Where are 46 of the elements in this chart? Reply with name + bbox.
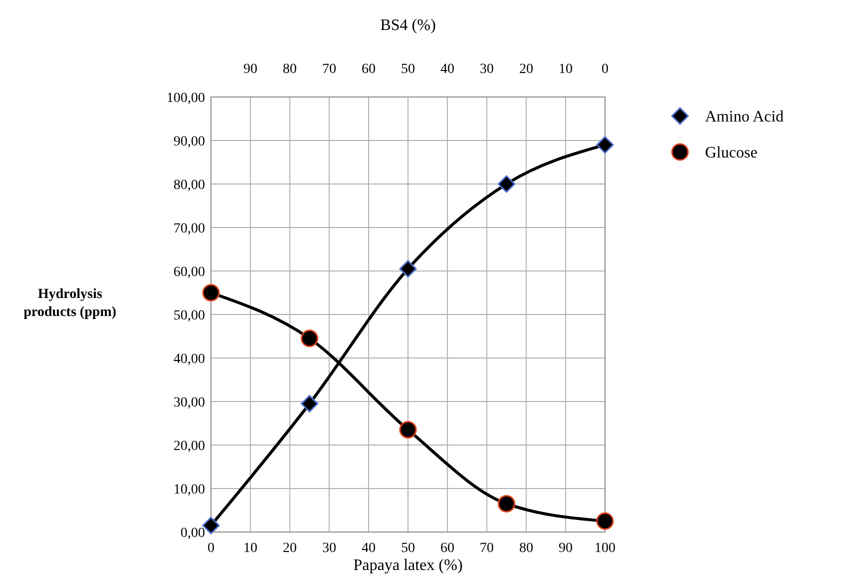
x2-tick-label: 0 xyxy=(602,62,608,77)
x-tick-label: 10 xyxy=(243,541,258,556)
point xyxy=(498,175,516,193)
point xyxy=(399,421,417,439)
y-tick-label: 20,00 xyxy=(174,438,205,454)
x2-tick-label: 70 xyxy=(322,62,336,77)
y-tick-label: 40,00 xyxy=(174,352,205,367)
x-axis-title: Papaya latex (%) xyxy=(353,557,463,574)
y-tick-label: 30,00 xyxy=(174,395,205,410)
x-tick-label: 90 xyxy=(558,541,573,556)
x2-tick-label: 10 xyxy=(558,62,573,77)
point xyxy=(202,284,220,302)
point xyxy=(300,394,318,412)
legend-label: Glucose xyxy=(705,144,758,162)
legend-label: Amino Acid xyxy=(705,108,784,126)
x-tick-label: 50 xyxy=(401,541,415,556)
x2-tick-label: 20 xyxy=(519,62,534,77)
x-tick-label: 0 xyxy=(208,541,214,556)
y-tick-label: 50,00 xyxy=(174,308,205,324)
x2-tick-label: 50 xyxy=(401,62,415,77)
x-tick-label: 30 xyxy=(322,541,336,556)
x2-tick-label: 90 xyxy=(243,62,258,77)
y-tick-label: 10,00 xyxy=(174,482,205,498)
x2-tick-label: 60 xyxy=(362,62,376,77)
point xyxy=(596,512,614,530)
x-tick-label: 70 xyxy=(480,541,494,556)
x-tick-label: 80 xyxy=(519,541,534,556)
y-axis-title: Hydrolysis products (ppm) xyxy=(24,287,117,320)
y-tick-label: 0,00 xyxy=(180,526,205,541)
x2-tick-label: 80 xyxy=(282,62,297,77)
x2-tick-label: 30 xyxy=(480,62,494,77)
x2-axis-title: BS4 (%) xyxy=(380,17,436,34)
x-tick-label: 100 xyxy=(594,541,616,556)
y-tick-label: 90,00 xyxy=(174,134,205,150)
point xyxy=(300,330,318,348)
x-tick-label: 60 xyxy=(440,541,454,556)
point xyxy=(596,136,614,154)
point xyxy=(498,494,516,512)
x2-tick-label: 40 xyxy=(440,62,454,77)
y-tick-label: 60,00 xyxy=(174,264,205,280)
x-tick-label: 40 xyxy=(362,541,376,556)
y-tick-label: 70,00 xyxy=(174,221,205,236)
y-tick-label: 100,00 xyxy=(166,90,205,106)
y-tick-label: 80,00 xyxy=(174,178,205,193)
point xyxy=(399,260,417,278)
x-tick-label: 20 xyxy=(282,541,297,556)
